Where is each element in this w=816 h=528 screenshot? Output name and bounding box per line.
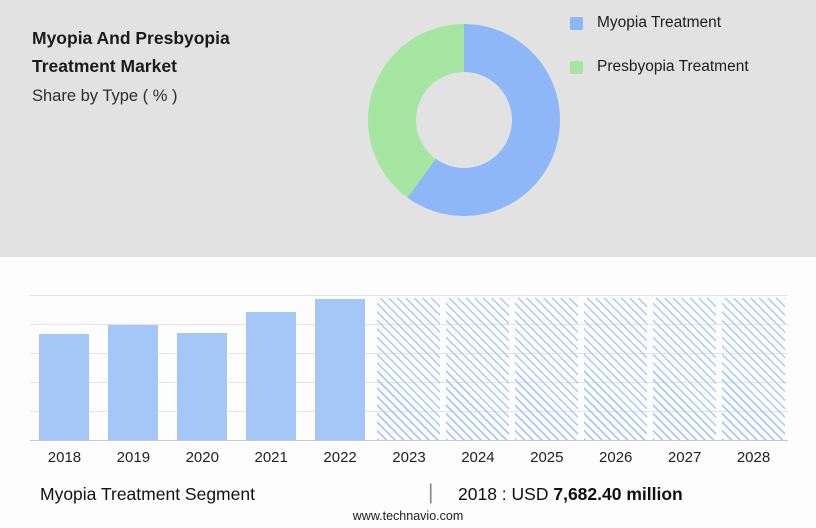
x-axis-label-2027: 2027 — [667, 449, 702, 466]
legend-swatch-presbyopia-icon — [570, 60, 583, 74]
x-axis-label-2019: 2019 — [116, 449, 151, 466]
bar-column-2019 — [99, 295, 168, 440]
forecast-bar-2028 — [722, 298, 786, 440]
footer-separator: | — [428, 481, 434, 504]
bar-column-2027 — [650, 295, 719, 440]
bar-column-2028 — [719, 295, 788, 440]
forecast-bar-2025 — [515, 298, 579, 440]
chart-subtitle: Share by Type ( % ) — [32, 87, 178, 105]
bar-column-2024 — [443, 295, 512, 440]
website-url: www.technavio.com — [352, 509, 464, 523]
forecast-bar-2027 — [653, 298, 717, 440]
bar-2021 — [246, 311, 297, 440]
market-value: 2018 : USD 7,682.40 million — [458, 484, 683, 505]
legend-label-myopia: Myopia Treatment — [597, 14, 722, 31]
x-axis-label-2020: 2020 — [185, 449, 219, 466]
bar-column-2021 — [237, 295, 306, 440]
x-axis-label-2022: 2022 — [323, 449, 357, 466]
x-axis-label-2023: 2023 — [392, 449, 426, 466]
bar-2022 — [315, 299, 366, 440]
x-axis-label-2026: 2026 — [599, 449, 633, 466]
bar-column-2022 — [306, 295, 375, 440]
donut-chart — [368, 24, 560, 216]
page-title-line2: Treatment Market — [32, 56, 177, 76]
bar-plot — [30, 295, 788, 441]
footer-row: Myopia Treatment Segment | 2018 : USD 7,… — [0, 481, 816, 511]
legend-item-presbyopia: Presbyopia Treatment — [570, 58, 749, 76]
forecast-bar-2026 — [584, 298, 648, 440]
legend: Myopia Treatment Presbyopia Treatment — [570, 8, 749, 76]
x-axis-labels: 2018 2019 2020 2021 2022 2023 2024 2025 2026 2027… — [30, 449, 788, 466]
page-title-line1: Myopia And Presbyopia — [32, 28, 230, 48]
bar-2019 — [108, 324, 159, 440]
x-axis-label-2025: 2025 — [530, 449, 564, 466]
x-axis-label-2024: 2024 — [461, 449, 495, 466]
forecast-bar-2023 — [377, 298, 441, 440]
bar-column-2018 — [30, 295, 99, 440]
legend-swatch-myopia-icon — [570, 16, 583, 30]
bar-2020 — [177, 333, 228, 440]
market-value-prefix: 2018 : USD — [458, 484, 549, 504]
market-value-amount: 7,682.40 million — [553, 484, 683, 504]
market-size-panel: 2018 2019 2020 2021 2022 2023 2024 2025 2026 2027… — [0, 257, 816, 528]
legend-label-presbyopia: Presbyopia Treatment — [597, 58, 749, 75]
page-title: Myopia And Presbyopia Treatment Market — [32, 24, 332, 80]
share-by-type-panel: Myopia And Presbyopia Treatment Market S… — [0, 0, 816, 257]
bar-column-2026 — [581, 295, 650, 440]
bar-column-2025 — [512, 295, 581, 440]
bar-column-2020 — [168, 295, 237, 440]
legend-item-myopia: Myopia Treatment — [570, 14, 749, 32]
x-axis-label-2021: 2021 — [254, 449, 288, 466]
x-axis-label-2028: 2028 — [736, 449, 771, 466]
bar-column-2023 — [375, 295, 444, 440]
x-axis-label-2018: 2018 — [47, 449, 82, 466]
segment-label: Myopia Treatment Segment — [40, 484, 255, 504]
title-block: Myopia And Presbyopia Treatment Market S… — [32, 24, 332, 106]
forecast-bar-2024 — [446, 298, 510, 440]
bar-2018 — [39, 333, 90, 440]
donut-hole — [416, 72, 512, 168]
